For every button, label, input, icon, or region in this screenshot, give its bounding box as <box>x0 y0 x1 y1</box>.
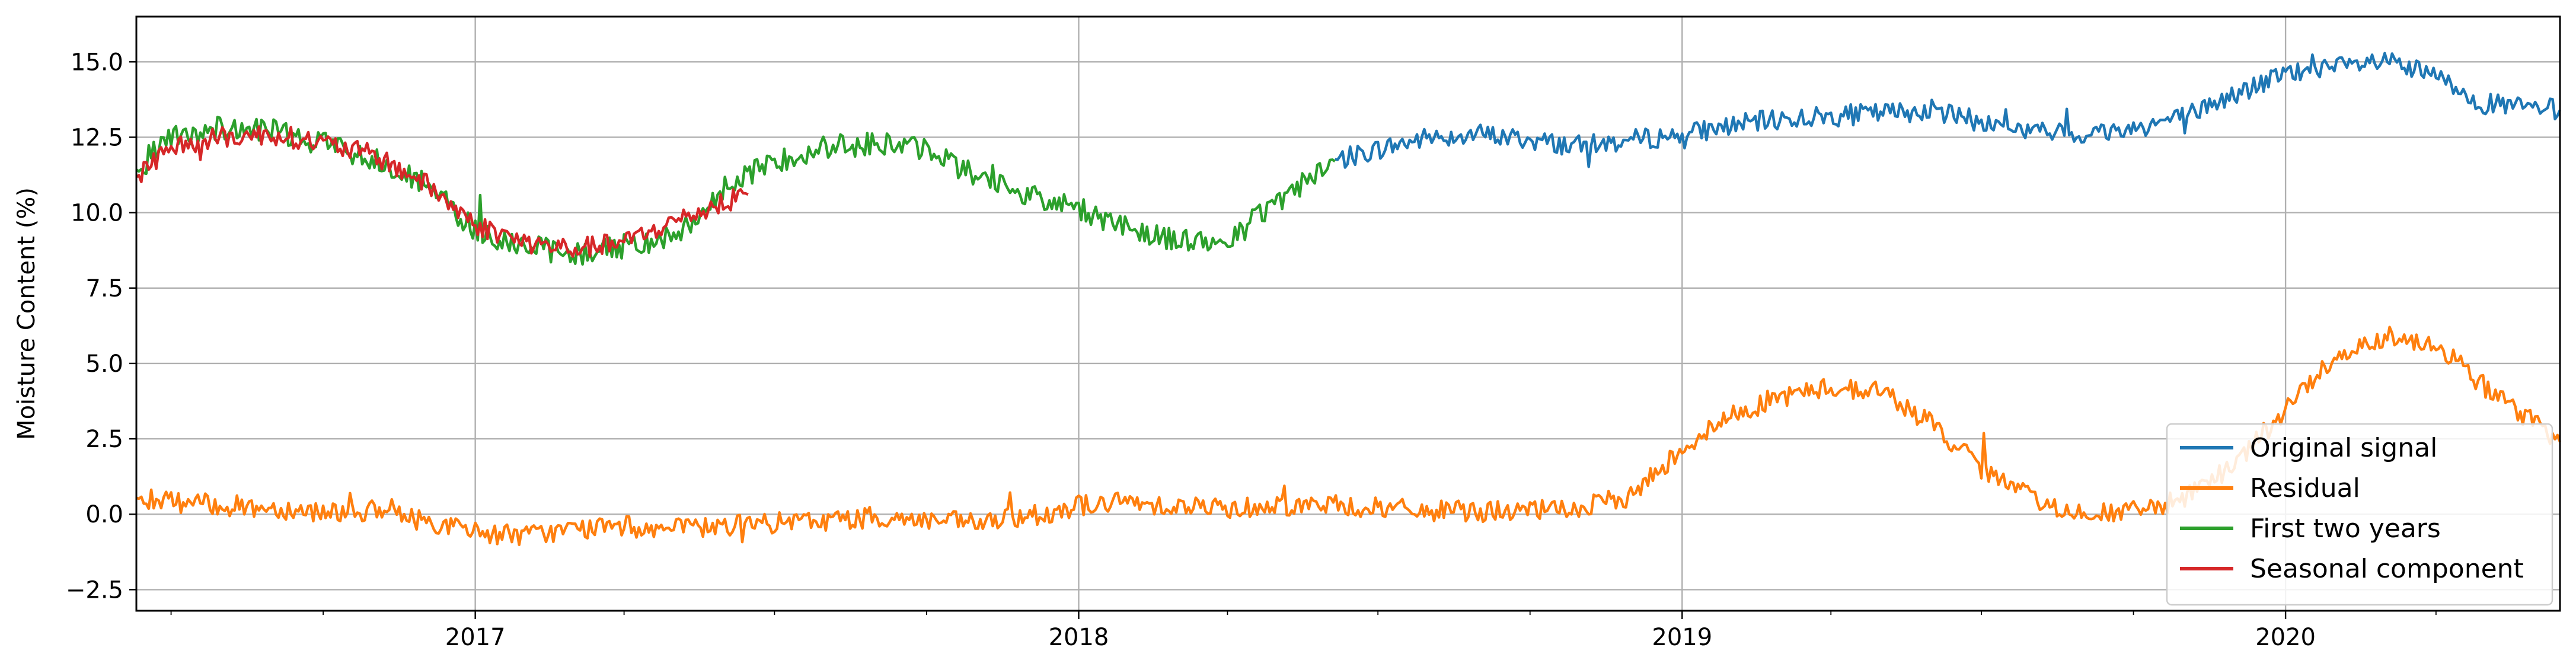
y-tick-label: 10.0 <box>71 200 123 227</box>
plot-frame <box>135 15 2561 612</box>
y-axis-label: Moisture Content (%) <box>13 187 40 440</box>
x-tick-label: 2017 <box>445 624 506 651</box>
series-lines <box>135 52 2562 546</box>
y-tick-label: 12.5 <box>71 124 123 151</box>
y-tick-label: 15.0 <box>71 49 123 76</box>
legend-entry: First two years <box>2250 514 2441 544</box>
grid-lines <box>136 17 2560 611</box>
x-tick-label: 2020 <box>2255 624 2316 651</box>
series-line-1 <box>136 326 2562 546</box>
legend-entry: Residual <box>2250 473 2360 503</box>
legend-box <box>2166 423 2553 606</box>
y-tick-label: 5.0 <box>85 350 123 378</box>
series-line-2 <box>135 116 1336 266</box>
y-tick-label: −2.5 <box>66 576 123 604</box>
y-tick-label: 7.5 <box>85 275 123 302</box>
x-tick-label: 2019 <box>1652 624 1712 651</box>
legend-entry: Seasonal component <box>2250 554 2524 584</box>
series-line-0 <box>1335 52 2562 169</box>
y-tick-label: 2.5 <box>85 426 123 453</box>
legend: Original signal Residual First two years Se… <box>2166 423 2553 606</box>
axis-ticks: −2.5 0.0 2.5 5.0 7.5 10.0 12.5 15.0 2017 2018 2019… <box>66 49 2437 651</box>
series-line-3 <box>135 125 749 258</box>
y-tick-label: 0.0 <box>85 501 123 528</box>
legend-entry: Original signal <box>2250 433 2437 463</box>
x-tick-label: 2018 <box>1049 624 1109 651</box>
